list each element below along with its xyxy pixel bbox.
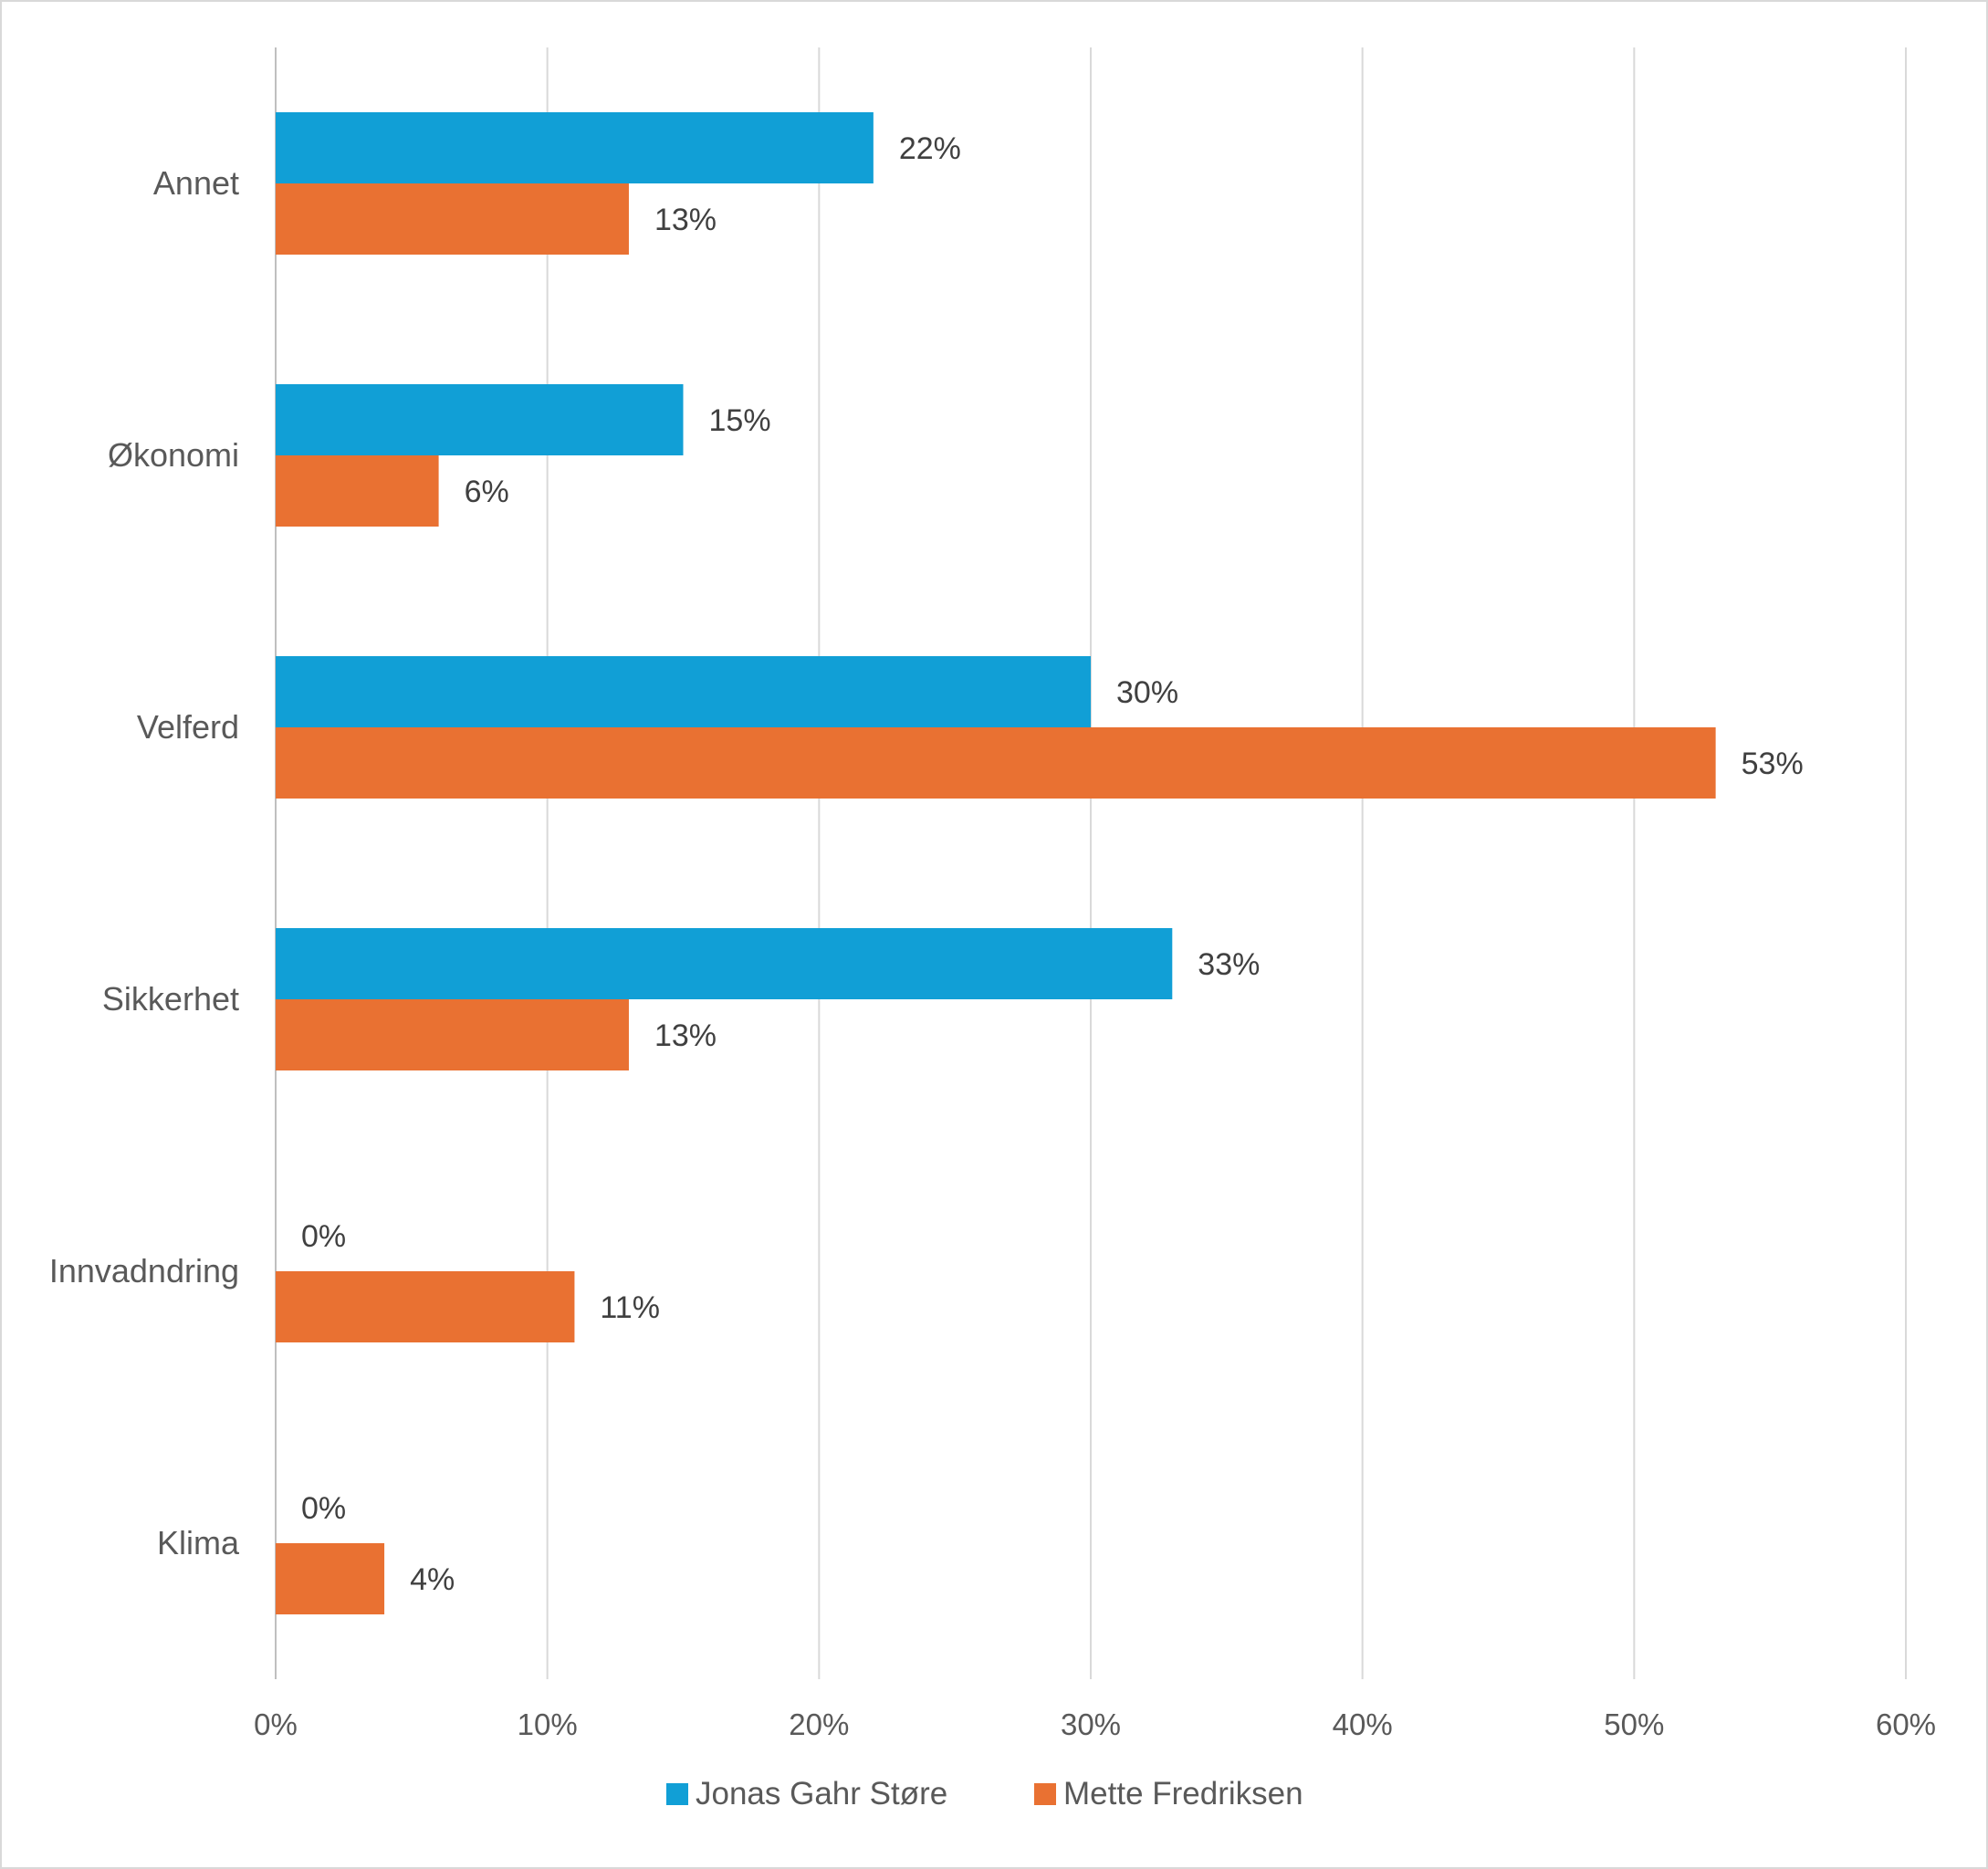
data-label-mette-fredriksen-sikkerhet: 13% (654, 1018, 717, 1053)
bars (276, 112, 1716, 1614)
data-label-jonas-gahr-store-klima: 0% (301, 1491, 346, 1526)
data-label-mette-fredriksen-innvadndring: 11% (600, 1290, 660, 1325)
legend-label-jonas-gahr-store: Jonas Gahr Støre (696, 1776, 947, 1812)
legend: Jonas Gahr Støre Mette Fredriksen (666, 1776, 1303, 1812)
bar-jonas-gahr-store-okonomi (276, 384, 684, 455)
bar-mette-fredriksen-innvadndring (276, 1271, 575, 1342)
category-label-velferd: Velferd (137, 708, 239, 746)
x-tick-label: 50% (1604, 1707, 1664, 1741)
gridlines (275, 47, 1907, 1679)
data-label-jonas-gahr-store-okonomi: 15% (709, 403, 771, 438)
bar-mette-fredriksen-okonomi (276, 455, 439, 527)
category-label-klima: Klima (157, 1524, 240, 1561)
data-labels: 22% 13% 15% 6% 30% 53% 33% 13% 0% 11% 0% 4% (301, 131, 1804, 1597)
data-label-mette-fredriksen-klima: 4% (410, 1562, 455, 1597)
bar-mette-fredriksen-klima (276, 1543, 385, 1614)
bar-jonas-gahr-store-velferd (276, 656, 1091, 727)
category-label-sikkerhet: Sikkerhet (102, 980, 239, 1018)
data-label-jonas-gahr-store-innvadndring: 0% (301, 1219, 346, 1254)
data-label-jonas-gahr-store-velferd: 30% (1116, 675, 1178, 710)
x-tick-label: 0% (254, 1707, 298, 1741)
data-label-jonas-gahr-store-annet: 22% (899, 131, 961, 166)
legend-label-mette-fredriksen: Mette Fredriksen (1063, 1776, 1303, 1812)
bar-mette-fredriksen-annet (276, 183, 629, 255)
legend-swatch-mette-fredriksen (1034, 1783, 1056, 1805)
data-label-mette-fredriksen-annet: 13% (654, 203, 717, 237)
x-tick-label: 20% (789, 1707, 849, 1741)
category-labels: Annet Økonomi Velferd Sikkerhet Innvadndring… (49, 164, 240, 1561)
legend-swatch-jonas-gahr-store (666, 1783, 688, 1805)
x-tick-label: 40% (1333, 1707, 1393, 1741)
data-label-mette-fredriksen-velferd: 53% (1742, 747, 1804, 781)
data-label-jonas-gahr-store-sikkerhet: 33% (1198, 947, 1260, 982)
category-label-annet: Annet (153, 164, 239, 202)
bar-jonas-gahr-store-sikkerhet (276, 928, 1173, 999)
category-label-okonomi: Økonomi (108, 436, 239, 474)
x-tick-label: 10% (518, 1707, 578, 1741)
x-tick-labels: 0% 10% 20% 30% 40% 50% 60% (254, 1707, 1936, 1741)
bar-jonas-gahr-store-annet (276, 112, 874, 183)
x-tick-label: 60% (1876, 1707, 1936, 1741)
category-label-innvadndring: Innvadndring (49, 1252, 239, 1290)
x-tick-label: 30% (1061, 1707, 1121, 1741)
bar-mette-fredriksen-sikkerhet (276, 999, 629, 1070)
bar-mette-fredriksen-velferd (276, 727, 1716, 799)
data-label-mette-fredriksen-okonomi: 6% (465, 475, 509, 509)
